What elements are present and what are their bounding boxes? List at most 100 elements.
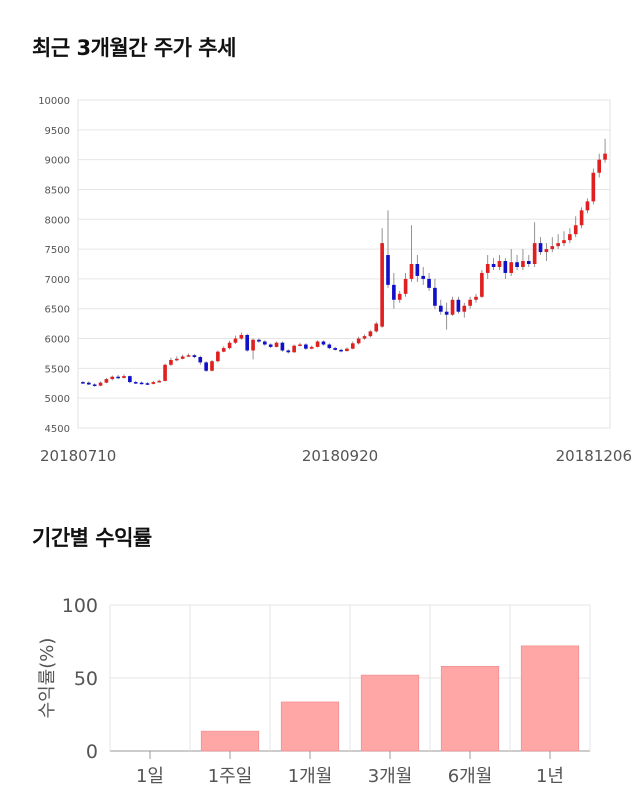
candle-body	[485, 264, 490, 273]
candle-body	[157, 380, 162, 383]
candle-body	[568, 234, 572, 241]
candle-body	[163, 364, 167, 381]
candle-body	[133, 382, 138, 384]
candle-body	[92, 384, 97, 386]
candle-body	[403, 278, 408, 294]
x-tick-label: 20180920	[302, 447, 378, 465]
y-tick-label: 9500	[45, 126, 70, 137]
x-tick-label: 6개월	[448, 766, 493, 787]
candle-body	[327, 344, 332, 349]
candle-body	[339, 349, 343, 352]
candle-body	[585, 201, 590, 211]
candle-body	[456, 299, 461, 312]
candle-body	[497, 261, 502, 267]
candle-body	[345, 348, 349, 352]
return-bar	[360, 674, 420, 752]
candle-body	[262, 341, 267, 345]
x-tick-label: 1개월	[288, 766, 333, 787]
candle-body	[374, 323, 379, 332]
return-bar	[200, 730, 260, 752]
candle-body	[350, 343, 355, 349]
y-tick-label: 7000	[45, 275, 70, 286]
candle-body	[186, 355, 191, 357]
candle-body	[556, 243, 560, 247]
candle-body	[597, 159, 602, 173]
candle-body	[368, 331, 373, 337]
candle-body	[81, 382, 85, 384]
y-tick-label: 6000	[45, 335, 70, 346]
candle-body	[550, 246, 555, 250]
candle-body	[233, 338, 238, 343]
candle-body	[86, 382, 91, 385]
candle-body	[503, 261, 508, 273]
candle-body	[174, 358, 179, 361]
price-trend-title: 최근 3개월간 주가 추세	[32, 36, 236, 60]
y-tick-label: 5500	[45, 364, 70, 375]
candle-body	[216, 351, 220, 362]
candle-body	[491, 264, 496, 267]
candle-body	[474, 296, 478, 300]
candle-body	[380, 243, 384, 327]
candle-body	[468, 299, 472, 306]
candle-body	[521, 261, 525, 267]
candle-body	[192, 355, 197, 358]
candle-body	[603, 153, 607, 160]
candle-body	[104, 379, 109, 383]
candle-body	[438, 305, 443, 312]
candle-body	[573, 225, 578, 235]
candlestick-chart: 4500 5000 5500 6000 6500 7000 7500 8000 8500 9000…	[38, 96, 632, 465]
y-tick-label: 6500	[45, 305, 70, 316]
candle-body	[579, 210, 584, 226]
candle-body	[515, 262, 519, 267]
y-tick-label: 9000	[45, 156, 70, 167]
candle-body	[139, 382, 144, 385]
candle-body	[304, 344, 308, 349]
candle-body	[198, 357, 203, 363]
candle-body	[257, 339, 261, 342]
candle-body	[251, 339, 255, 351]
candle-body	[415, 264, 420, 276]
candle-body	[321, 341, 326, 345]
candle-body	[444, 311, 449, 315]
candle-body	[239, 334, 244, 339]
return-bar	[280, 701, 340, 752]
candle-body	[433, 287, 437, 306]
candle-body	[280, 342, 285, 351]
candle-body	[526, 261, 531, 264]
y-tick-label: 0	[86, 741, 98, 763]
candle-body	[309, 346, 314, 349]
x-tick-label: 20180710	[40, 447, 116, 465]
candle-body	[292, 345, 296, 353]
y-tick-label: 100	[62, 595, 98, 617]
candle-body	[450, 299, 455, 315]
y-tick-label: 10000	[38, 96, 70, 107]
return-bar	[520, 645, 580, 752]
candle-body	[421, 275, 426, 279]
candle-body	[362, 336, 367, 339]
candle-body	[180, 356, 185, 359]
candle-body	[169, 360, 173, 365]
candle-body	[298, 344, 302, 347]
candle-body	[509, 262, 514, 273]
candle-body	[145, 383, 150, 385]
return-bar	[440, 666, 500, 752]
candle-body	[98, 382, 103, 386]
candle-body	[562, 240, 566, 244]
period-return-title: 기간별 수익률	[32, 526, 152, 550]
y-tick-label: 5000	[45, 394, 70, 405]
x-tick-label: 20181206	[556, 447, 632, 465]
y-tick-label: 8000	[45, 215, 70, 226]
x-tick-label: 1일	[136, 766, 164, 787]
candle-body	[462, 305, 467, 312]
candle-body	[110, 376, 115, 380]
candle-body	[268, 344, 273, 347]
candle-body	[227, 342, 232, 349]
candle-body	[315, 341, 320, 347]
candle-body	[210, 361, 214, 371]
y-tick-label: 8500	[45, 185, 70, 196]
y-tick-label: 4500	[45, 424, 70, 435]
candle-body	[274, 342, 279, 347]
candle-body	[544, 249, 549, 253]
candle-body	[386, 255, 390, 285]
